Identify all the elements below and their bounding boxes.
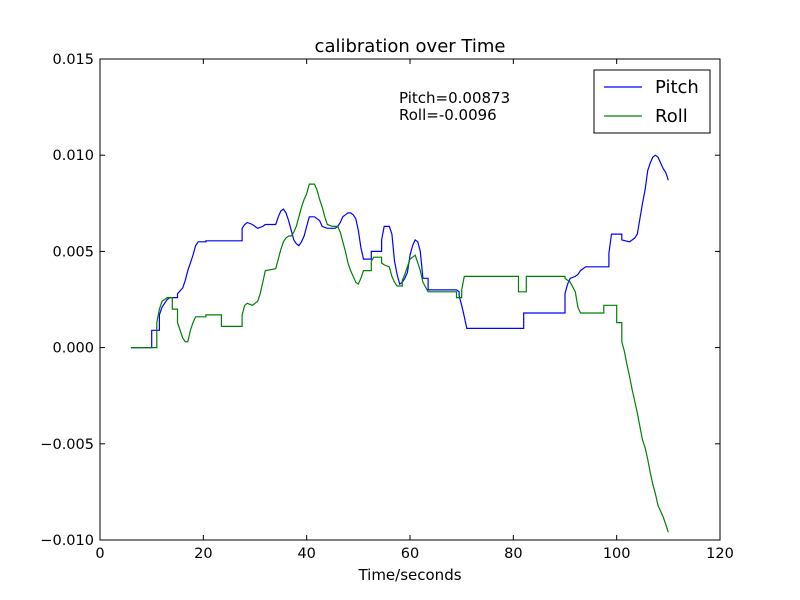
annotation-pitch: Pitch=0.00873 [399,89,510,107]
x-tick-label: 60 [401,546,419,562]
x-tick-label: 0 [95,546,104,562]
tick-group [99,58,721,541]
y-tick-label: 0.005 [52,244,94,260]
x-axis-label: Time/seconds [357,566,461,584]
y-tick-label: 0.010 [52,148,94,164]
annotation-roll: Roll=-0.0096 [399,106,497,124]
legend-box [593,69,711,134]
y-tick-label: 0.000 [52,341,94,357]
legend: Pitch Roll [593,69,711,134]
series-line-roll [131,183,669,533]
x-tick-label: 80 [504,546,522,562]
legend-label-roll: Roll [655,106,688,127]
y-tick-label: −0.010 [40,533,94,549]
x-tick-label: 40 [297,546,315,562]
chart-title: calibration over Time [315,36,506,57]
legend-label-pitch: Pitch [655,77,699,98]
x-tick-label: 20 [194,546,212,562]
plot-series-group [131,154,669,533]
tick-label-group: 0 20 40 60 80 100 120 −0.010 −0.005 0.000 0.005 0.0… [40,52,734,562]
y-tick-label: 0.015 [52,52,94,68]
y-tick-label: −0.005 [40,437,94,453]
series-line-pitch [131,154,669,349]
x-tick-label: 120 [706,546,734,562]
x-tick-label: 100 [603,546,631,562]
